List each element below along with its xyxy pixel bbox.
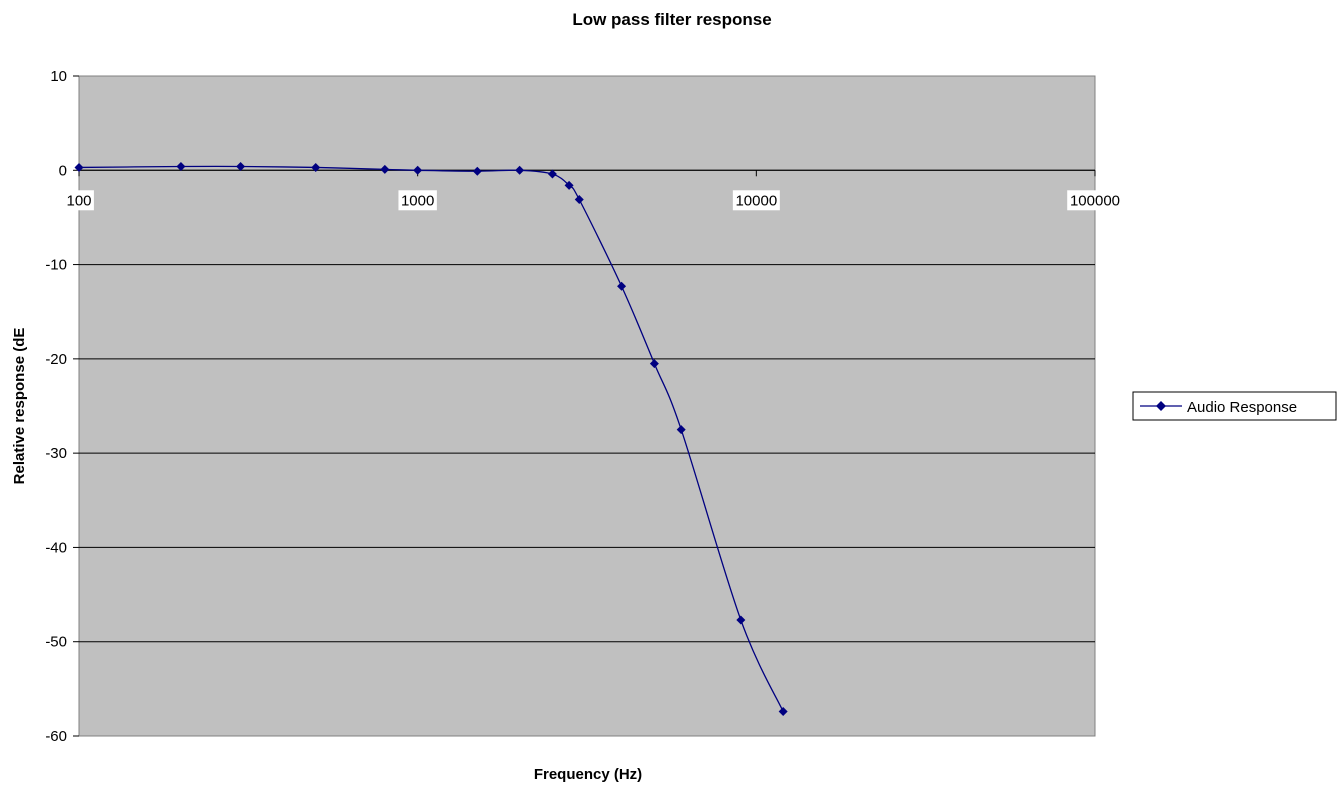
data-point: [176, 162, 186, 172]
data-point: [472, 166, 482, 176]
data-point: [676, 425, 686, 435]
data-point: [311, 162, 321, 172]
data-point: [649, 359, 659, 369]
data-point: [74, 162, 84, 172]
data-point: [413, 165, 423, 175]
y-tick-label: -20: [45, 351, 67, 368]
x-tick-label-bg: [1067, 190, 1123, 211]
plot-area: [78, 75, 1096, 737]
data-point: [515, 165, 525, 175]
x-axis-ticks: 100 1000 10000 100000: [64, 170, 1123, 211]
data-point: [236, 162, 246, 172]
data-point: [617, 281, 627, 291]
legend-marker: [1156, 401, 1166, 411]
y-axis-label: Relative response (dE: [11, 328, 28, 485]
y-tick-label: -60: [45, 728, 67, 745]
legend-label: Audio Response: [1187, 399, 1297, 416]
y-tick-label: -40: [45, 539, 67, 556]
y-tick-label: 10: [50, 68, 67, 85]
data-point: [380, 164, 390, 174]
data-point: [564, 180, 574, 190]
x-tick-label: 1000: [401, 192, 434, 209]
y-tick-label: 0: [59, 162, 67, 179]
y-tick-label: -30: [45, 445, 67, 462]
x-tick-label-bg: [64, 190, 94, 211]
series-layer: [74, 162, 788, 716]
x-tick-label-bg: [398, 190, 437, 211]
data-point: [736, 615, 746, 625]
x-tick-label: 100: [66, 192, 91, 209]
x-tick-label: 10000: [735, 192, 777, 209]
x-tick-label: 100000: [1070, 192, 1120, 209]
x-tick-label-bg: [732, 190, 780, 211]
data-point: [778, 706, 788, 716]
y-tick-label: -50: [45, 634, 67, 651]
y-tick-label: -10: [45, 257, 67, 274]
data-point: [547, 169, 557, 179]
x-axis-label: Frequency (Hz): [534, 766, 642, 783]
chart-title: Low pass filter response: [572, 10, 771, 29]
y-axis-ticks: 10 0 -10 -20 -30 -40 -50 -60: [45, 68, 79, 745]
legend: Audio Response: [1132, 391, 1337, 421]
data-point: [574, 195, 584, 205]
